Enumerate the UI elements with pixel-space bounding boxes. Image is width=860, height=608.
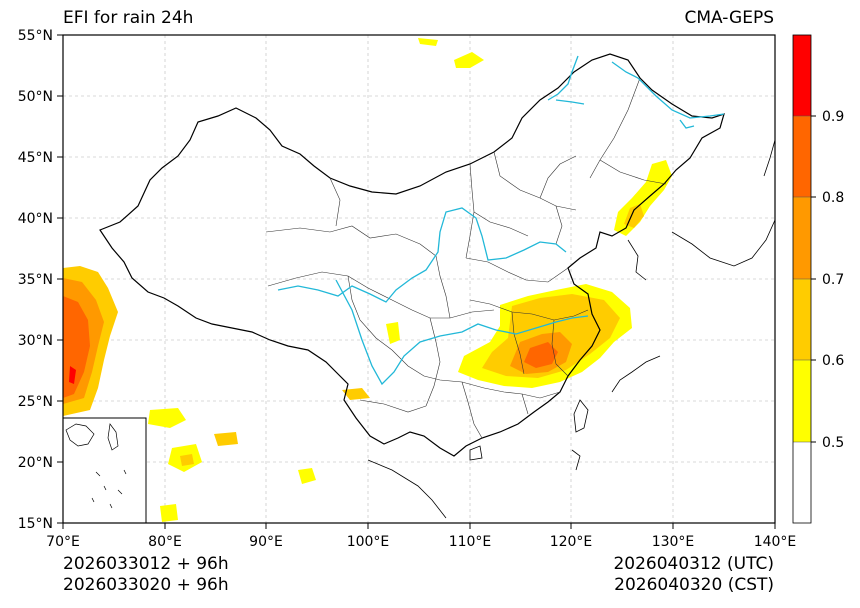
efi-patch-8: [418, 38, 438, 46]
province-boundaries: [265, 77, 667, 439]
efi-patch-1: [148, 408, 186, 428]
colorbar-tick-label: 0.6: [822, 353, 844, 369]
inset-map: [63, 417, 147, 523]
colorbar-tick-label: 0.8: [822, 190, 844, 206]
rivers: [277, 55, 725, 386]
colorbar-segment: [793, 360, 811, 442]
lat-tick-label: 35°N: [18, 272, 53, 288]
efi-patch-5: [342, 388, 370, 400]
lon-tick-label: 100°E: [347, 534, 390, 550]
valid-time-utc: 2026040312 (UTC): [613, 554, 774, 574]
efi-patch-9: [298, 468, 316, 484]
lon-tick-label: 80°E: [148, 534, 182, 550]
latitude-axis: 55°N 50°N 45°N 40°N 35°N 30°N 25°N 20°N …: [18, 28, 63, 532]
efi-patch-10: [160, 504, 178, 522]
coastlines: [367, 139, 775, 519]
national-border: [99, 53, 725, 457]
colorbar-tick-label: 0.7: [822, 272, 844, 288]
lat-tick-label: 45°N: [18, 150, 53, 166]
lon-tick-label: 140°E: [754, 534, 797, 550]
colorbar-tick-label: 0.5: [822, 435, 844, 451]
lat-tick-label: 25°N: [18, 394, 53, 410]
init-time-utc: 2026033012 + 96h: [63, 554, 229, 574]
colorbar-segment: [793, 197, 811, 279]
colorbar-segment: [793, 116, 811, 197]
lon-tick-label: 90°E: [249, 534, 283, 550]
lon-tick-label: 70°E: [46, 534, 80, 550]
map-title: EFI for rain 24h: [63, 8, 194, 28]
colorbar: 0.5 0.6 0.7 0.8 0.9: [792, 34, 844, 524]
gridlines: [63, 35, 775, 523]
lon-tick-label: 120°E: [550, 534, 593, 550]
efi-shading: [63, 38, 672, 522]
colorbar-tick-label: 0.9: [822, 109, 844, 125]
init-time-cst: 2026033020 + 96h: [63, 575, 229, 595]
colorbar-segment: [793, 442, 811, 523]
lat-tick-label: 50°N: [18, 89, 53, 105]
efi-patch-3: [180, 454, 194, 466]
lon-tick-label: 110°E: [449, 534, 492, 550]
efi-area-west-red: [69, 366, 76, 384]
lat-tick-label: 20°N: [18, 455, 53, 471]
lat-tick-label: 55°N: [18, 28, 53, 44]
longitude-axis: 70°E 80°E 90°E 100°E 110°E 120°E 130°E 1…: [46, 523, 796, 550]
lat-tick-label: 40°N: [18, 211, 53, 227]
colorbar-segment: [793, 35, 811, 116]
efi-patch-6: [386, 322, 400, 344]
efi-area-ne-yellow: [614, 160, 672, 236]
lat-tick-label: 15°N: [18, 516, 53, 532]
efi-patch-7: [454, 52, 484, 68]
model-name: CMA-GEPS: [684, 8, 774, 28]
valid-time-cst: 2026040320 (CST): [614, 575, 774, 595]
efi-area-east-deep: [524, 342, 558, 368]
lat-tick-label: 30°N: [18, 333, 53, 349]
colorbar-segment: [793, 279, 811, 360]
efi-patch-4: [214, 432, 238, 446]
lon-tick-label: 130°E: [652, 534, 695, 550]
